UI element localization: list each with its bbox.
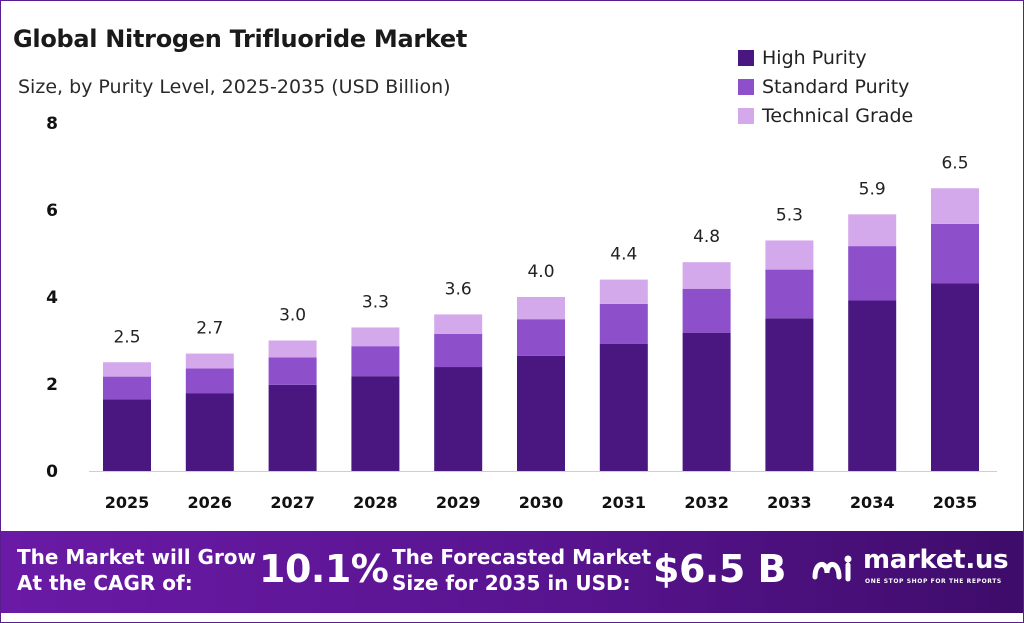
bar-segment-technical-grade [931, 188, 979, 224]
x-tick-label: 2026 [188, 493, 233, 512]
bar-segment-high-purity [351, 376, 400, 471]
bar-segment-high-purity [848, 300, 897, 471]
chart-subtitle: Size, by Purity Level, 2025-2035 (USD Bi… [18, 76, 451, 98]
y-tick-label: 2 [46, 375, 58, 395]
bar-segment-technical-grade [517, 297, 565, 320]
bar-segment-standard-purity [351, 346, 400, 377]
bar-segment-high-purity [268, 384, 317, 471]
x-tick-label: 2028 [353, 493, 398, 512]
legend-label-standard-purity: Standard Purity [762, 75, 910, 98]
legend-label-technical-grade: Technical Grade [762, 104, 914, 127]
bar-total-label: 3.0 [279, 306, 306, 326]
bar-total-label: 3.6 [445, 279, 472, 299]
x-tick-label: 2035 [933, 493, 978, 512]
y-tick-label: 6 [46, 201, 58, 221]
bar-segment-standard-purity [682, 288, 731, 333]
y-tick-label: 8 [46, 114, 58, 134]
bar-segment-standard-purity [848, 246, 897, 301]
bar-total-label: 3.3 [362, 292, 389, 312]
bar-total-label: 4.4 [610, 245, 637, 265]
legend-label-high-purity: High Purity [762, 46, 867, 69]
bar-segment-technical-grade [185, 353, 234, 369]
bar-segment-technical-grade [765, 240, 814, 270]
bar-total-label: 2.5 [113, 327, 140, 347]
x-tick-label: 2031 [602, 493, 647, 512]
x-tick-label: 2025 [105, 493, 150, 512]
bar-segment-high-purity [765, 318, 814, 471]
bar-segment-technical-grade [848, 214, 897, 247]
market-us-logo-icon [812, 555, 852, 582]
x-tick-label: 2034 [850, 493, 895, 512]
x-tick-label: 2027 [270, 493, 315, 512]
bar-segment-high-purity [682, 332, 731, 471]
bar-segment-standard-purity [185, 368, 234, 394]
y-tick-label: 0 [46, 462, 58, 482]
bar-segment-standard-purity [517, 319, 565, 356]
x-tick-label: 2032 [684, 493, 729, 512]
legend-swatch-high-purity [738, 49, 754, 66]
bar-segment-high-purity [599, 343, 648, 471]
x-tick-label: 2030 [519, 493, 564, 512]
bar-segment-high-purity [517, 355, 565, 471]
stacked-bar-chart: 0 2 4 6 8 2.5 2025 2.7 2026 3.0 2027 3.3 2028 3.6 2029… [46, 114, 997, 512]
x-tick-label: 2029 [436, 493, 481, 512]
bar-segment-technical-grade [682, 262, 731, 289]
bar-total-label: 2.7 [196, 319, 223, 339]
y-tick-label: 4 [46, 288, 58, 308]
bar-segment-high-purity [434, 367, 483, 471]
summary-banner: The Market will Grow At the CAGR of: 10.… [1, 531, 1023, 613]
bar-segment-technical-grade [103, 362, 151, 377]
chart-title: Global Nitrogen Trifluoride Market [13, 25, 468, 53]
bar-total-label: 6.5 [941, 153, 968, 173]
cagr-value: 10.1% [259, 547, 389, 591]
forecast-value: $6.5 B [653, 547, 786, 591]
bar-segment-high-purity [931, 283, 979, 471]
bar-segment-technical-grade [434, 314, 483, 334]
x-tick-label: 2033 [767, 493, 812, 512]
legend-swatch-standard-purity [738, 78, 754, 95]
legend-item-standard-purity: Standard Purity [738, 72, 913, 101]
legend-item-high-purity: High Purity [738, 43, 913, 72]
forecast-caption: The Forecasted Market Size for 2035 in U… [392, 545, 652, 595]
bar-segment-technical-grade [599, 279, 648, 304]
bar-segment-high-purity [103, 399, 151, 471]
bar-segment-standard-purity [765, 269, 814, 319]
brand-name: market.us [863, 545, 1009, 575]
bar-total-label: 4.8 [693, 227, 720, 247]
chart-legend: High Purity Standard Purity Technical Gr… [738, 43, 913, 130]
bar-segment-technical-grade [351, 327, 400, 347]
bar-total-label: 5.3 [776, 205, 803, 225]
bar-segment-standard-purity [268, 357, 317, 385]
bar-segment-standard-purity [599, 303, 648, 344]
bar-total-label: 4.0 [527, 262, 554, 282]
bar-segment-standard-purity [103, 376, 151, 400]
bar-segment-technical-grade [268, 340, 317, 358]
legend-item-technical-grade: Technical Grade [738, 101, 913, 130]
cagr-caption: The Market will Grow At the CAGR of: [17, 545, 257, 595]
legend-swatch-technical-grade [738, 107, 754, 124]
bar-total-label: 5.9 [859, 179, 886, 199]
brand-tagline: ONE STOP SHOP FOR THE REPORTS [865, 578, 1002, 585]
bar-segment-high-purity [185, 393, 234, 471]
bar-segment-standard-purity [434, 333, 483, 368]
bar-segment-standard-purity [931, 223, 979, 284]
